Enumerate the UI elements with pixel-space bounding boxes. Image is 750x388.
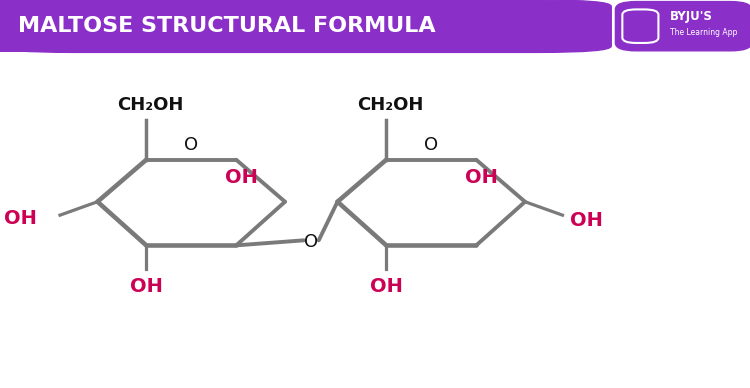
FancyBboxPatch shape — [616, 2, 750, 51]
Text: OH: OH — [370, 277, 403, 296]
Text: OH: OH — [465, 168, 498, 187]
Text: OH: OH — [225, 168, 258, 187]
Text: CH₂OH: CH₂OH — [357, 97, 423, 114]
Text: CH₂OH: CH₂OH — [117, 97, 183, 114]
Text: OH: OH — [4, 209, 37, 228]
Text: OH: OH — [570, 211, 603, 230]
FancyBboxPatch shape — [0, 0, 611, 52]
Text: O: O — [424, 136, 438, 154]
Text: The Learning App: The Learning App — [670, 28, 737, 37]
Text: BYJU'S: BYJU'S — [670, 10, 712, 23]
Text: O: O — [184, 136, 198, 154]
Text: MALTOSE STRUCTURAL FORMULA: MALTOSE STRUCTURAL FORMULA — [18, 16, 436, 36]
Text: OH: OH — [130, 277, 163, 296]
Bar — [0, 0, 86, 52]
Text: O: O — [304, 233, 318, 251]
